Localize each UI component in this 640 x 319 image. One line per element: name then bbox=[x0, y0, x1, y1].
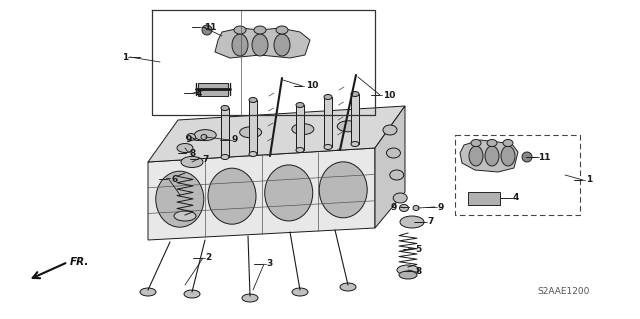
Circle shape bbox=[522, 152, 532, 162]
Ellipse shape bbox=[469, 146, 483, 166]
Ellipse shape bbox=[399, 204, 408, 211]
Text: 11: 11 bbox=[204, 23, 216, 32]
Ellipse shape bbox=[390, 170, 404, 180]
Text: 3: 3 bbox=[266, 259, 272, 269]
Ellipse shape bbox=[265, 165, 313, 221]
Text: 9: 9 bbox=[232, 136, 238, 145]
Text: 9: 9 bbox=[186, 136, 192, 145]
Circle shape bbox=[202, 25, 212, 35]
Ellipse shape bbox=[399, 271, 417, 279]
Text: FR.: FR. bbox=[70, 257, 90, 267]
Polygon shape bbox=[375, 106, 405, 228]
Ellipse shape bbox=[195, 130, 216, 141]
Ellipse shape bbox=[186, 133, 195, 140]
Text: 8: 8 bbox=[415, 266, 421, 276]
Text: 10: 10 bbox=[306, 81, 318, 91]
Polygon shape bbox=[249, 100, 257, 154]
Text: 4: 4 bbox=[196, 88, 202, 98]
Polygon shape bbox=[148, 148, 375, 240]
Ellipse shape bbox=[274, 34, 290, 56]
Text: 8: 8 bbox=[190, 149, 196, 158]
Ellipse shape bbox=[174, 211, 196, 221]
Ellipse shape bbox=[413, 205, 419, 211]
Polygon shape bbox=[351, 94, 359, 144]
Ellipse shape bbox=[292, 288, 308, 296]
Ellipse shape bbox=[397, 265, 419, 275]
Ellipse shape bbox=[383, 125, 397, 135]
Ellipse shape bbox=[249, 152, 257, 157]
Ellipse shape bbox=[292, 123, 314, 135]
Text: 1: 1 bbox=[122, 53, 128, 62]
Ellipse shape bbox=[296, 102, 304, 108]
Text: 9: 9 bbox=[390, 203, 397, 211]
Text: S2AAE1200: S2AAE1200 bbox=[538, 287, 590, 296]
Ellipse shape bbox=[501, 146, 515, 166]
Ellipse shape bbox=[221, 154, 229, 160]
Ellipse shape bbox=[276, 26, 288, 34]
Ellipse shape bbox=[252, 34, 268, 56]
Ellipse shape bbox=[471, 139, 481, 146]
Ellipse shape bbox=[208, 168, 256, 224]
Ellipse shape bbox=[242, 294, 258, 302]
Ellipse shape bbox=[393, 193, 407, 203]
Polygon shape bbox=[324, 97, 332, 147]
Text: 10: 10 bbox=[383, 91, 396, 100]
Ellipse shape bbox=[296, 147, 304, 152]
Ellipse shape bbox=[387, 148, 401, 158]
Ellipse shape bbox=[232, 34, 248, 56]
Ellipse shape bbox=[156, 171, 204, 227]
Polygon shape bbox=[198, 83, 228, 96]
Text: 9: 9 bbox=[438, 203, 444, 211]
Ellipse shape bbox=[234, 26, 246, 34]
Text: 4: 4 bbox=[513, 194, 520, 203]
Ellipse shape bbox=[487, 139, 497, 146]
Ellipse shape bbox=[351, 142, 359, 146]
Ellipse shape bbox=[400, 216, 424, 228]
Text: 5: 5 bbox=[415, 244, 421, 254]
Ellipse shape bbox=[254, 26, 266, 34]
Ellipse shape bbox=[485, 146, 499, 166]
Text: 7: 7 bbox=[427, 218, 433, 226]
Ellipse shape bbox=[337, 121, 359, 132]
Ellipse shape bbox=[184, 290, 200, 298]
Polygon shape bbox=[148, 106, 405, 162]
Ellipse shape bbox=[201, 135, 207, 139]
Polygon shape bbox=[460, 140, 518, 172]
Ellipse shape bbox=[140, 288, 156, 296]
Ellipse shape bbox=[177, 144, 193, 152]
Ellipse shape bbox=[503, 139, 513, 146]
Text: 1: 1 bbox=[586, 175, 592, 184]
Text: 11: 11 bbox=[538, 152, 550, 161]
Ellipse shape bbox=[221, 106, 229, 110]
Ellipse shape bbox=[324, 94, 332, 100]
Polygon shape bbox=[296, 105, 304, 150]
Polygon shape bbox=[215, 28, 310, 58]
Ellipse shape bbox=[340, 283, 356, 291]
Ellipse shape bbox=[351, 92, 359, 97]
Ellipse shape bbox=[319, 162, 367, 218]
Ellipse shape bbox=[239, 127, 262, 138]
Ellipse shape bbox=[181, 157, 203, 167]
Ellipse shape bbox=[324, 145, 332, 150]
Polygon shape bbox=[221, 108, 229, 157]
Text: 2: 2 bbox=[205, 254, 211, 263]
Polygon shape bbox=[468, 192, 500, 205]
Ellipse shape bbox=[249, 98, 257, 102]
Text: 7: 7 bbox=[202, 154, 209, 164]
Text: 6: 6 bbox=[171, 174, 177, 183]
